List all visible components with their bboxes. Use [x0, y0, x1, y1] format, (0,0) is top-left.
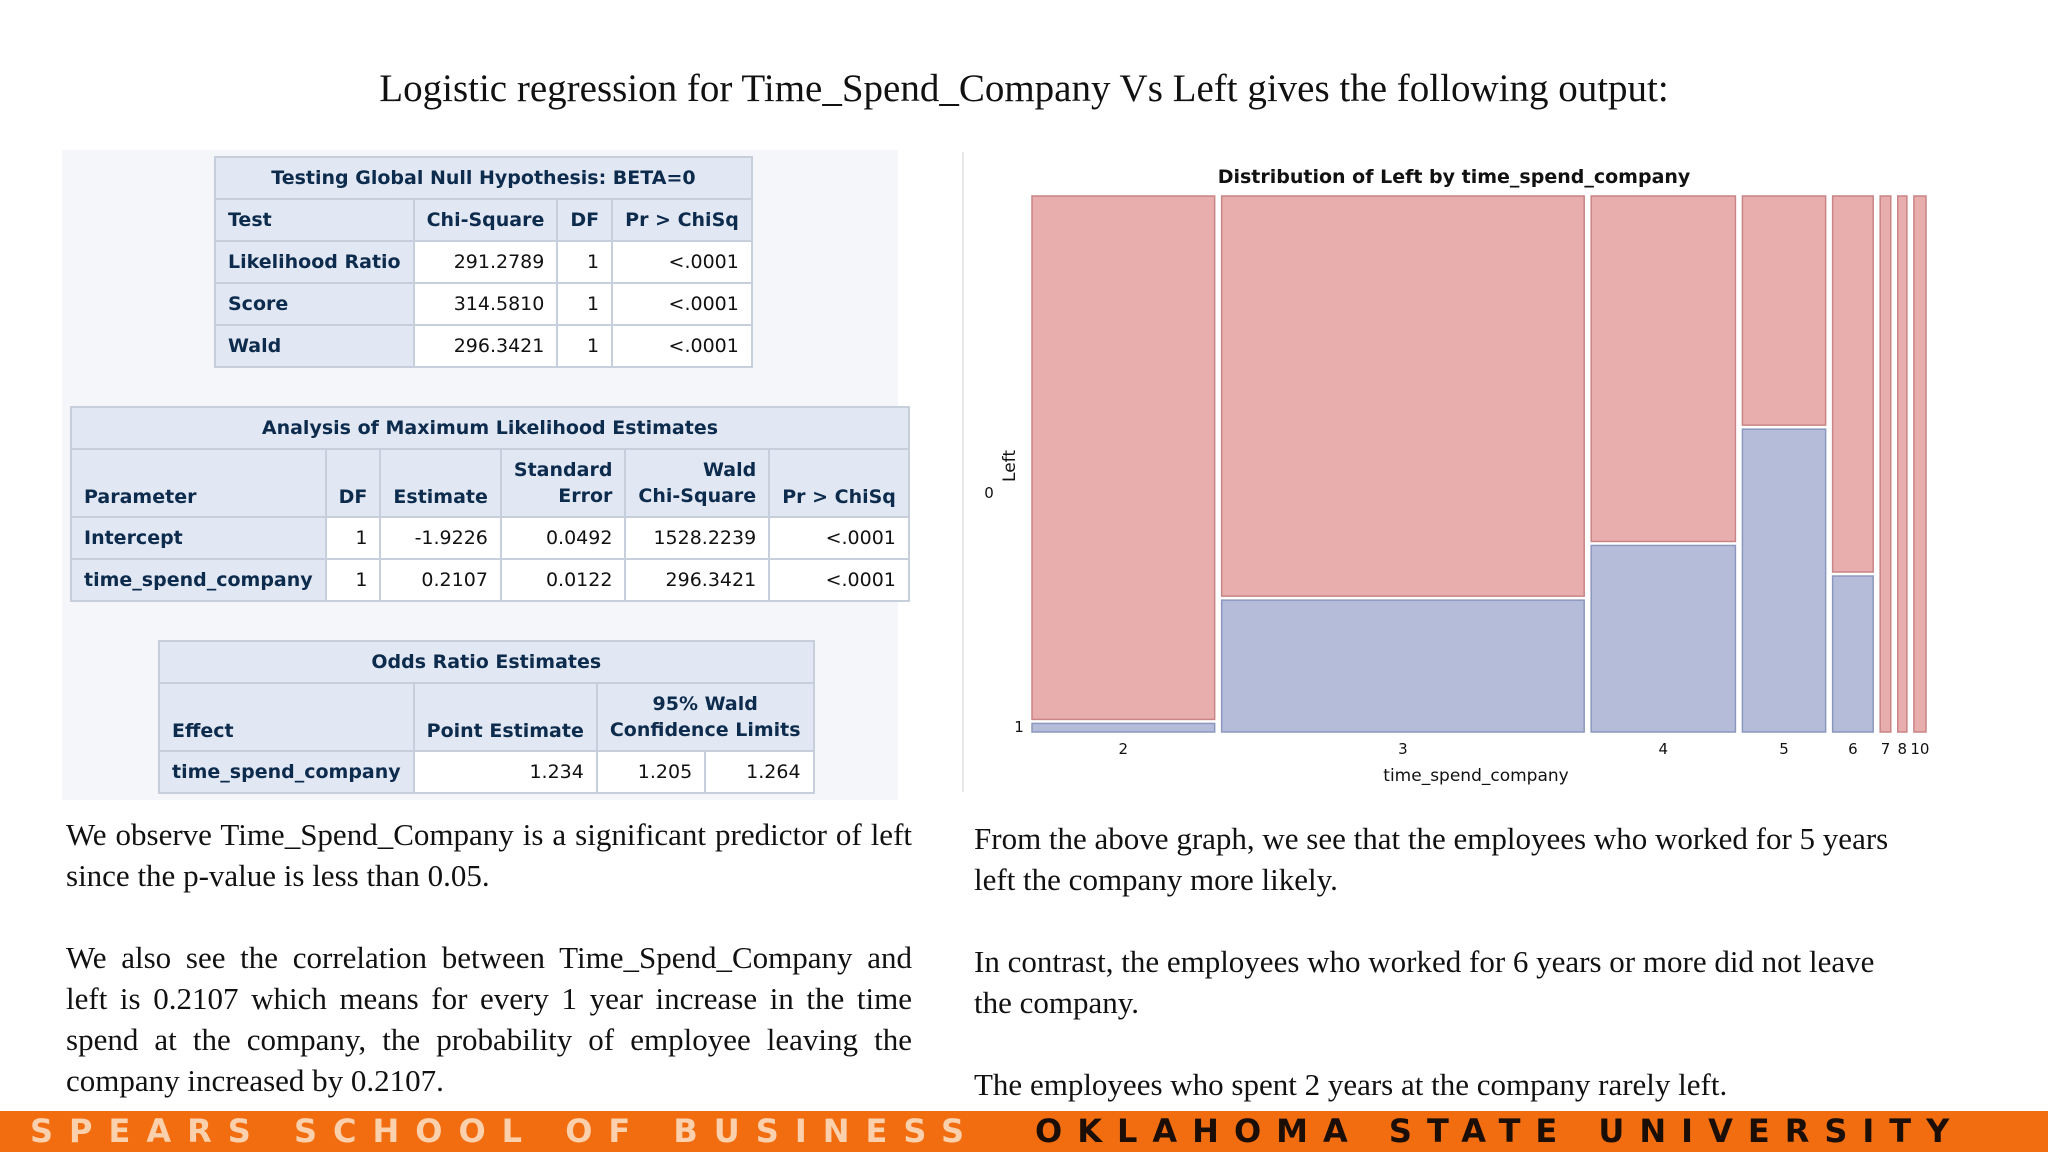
mosaic-tile-left-0	[1741, 195, 1827, 426]
table-cell: 1	[556, 240, 614, 284]
table-cell: 291.2789	[412, 240, 559, 284]
row-label: time_spend_company	[158, 750, 415, 794]
odds-ratio-table: Odds Ratio Estimates Effect Point Estima…	[158, 640, 815, 794]
table-cell: 1528.2239	[624, 516, 771, 560]
table-cell: <.0001	[611, 240, 753, 284]
footer-school: SPEARS SCHOOL OF BUSINESS	[30, 1112, 981, 1150]
mle-caption: Analysis of Maximum Likelihood Estimates	[70, 406, 910, 450]
col-header: Standard Error	[499, 448, 627, 518]
col-header: Test	[214, 198, 415, 242]
x-tick-label: 2	[1119, 740, 1129, 758]
table-row: time_spend_company 1.234 1.205 1.264	[158, 750, 815, 794]
slide-title: Logistic regression for Time_Spend_Compa…	[379, 67, 1669, 110]
mosaic-tile-left-0	[1879, 195, 1892, 733]
mosaic-tile-left-0	[1220, 195, 1585, 597]
row-label: Wald	[214, 324, 415, 368]
table-row: Wald 296.3421 1 <.0001	[214, 324, 753, 368]
mosaic-tile-left-0	[1897, 195, 1908, 733]
table-cell: <.0001	[768, 516, 910, 560]
table-row: Intercept 1 -1.9226 0.0492 1528.2239 <.0…	[70, 516, 910, 560]
col-header: Estimate	[379, 448, 502, 518]
y-tick-label: 0	[984, 484, 994, 502]
table-cell: 296.3421	[624, 558, 771, 602]
col-header: Effect	[158, 682, 415, 752]
table-row: Likelihood Ratio 291.2789 1 <.0001	[214, 240, 753, 284]
mle-table: Analysis of Maximum Likelihood Estimates…	[70, 406, 910, 602]
col-header-line: 95% Wald	[652, 693, 758, 715]
mosaic-tile-left-1	[1741, 428, 1827, 733]
table-cell: <.0001	[611, 282, 753, 326]
table-cell: 1.234	[412, 750, 598, 794]
col-header: Wald Chi-Square	[624, 448, 771, 518]
mosaic-tile-left-0	[1831, 195, 1874, 573]
mosaic-tile-left-0	[1913, 195, 1927, 733]
global-null-table: Testing Global Null Hypothesis: BETA=0 T…	[214, 156, 753, 368]
col-header-line: Confidence Limits	[609, 719, 801, 741]
col-header: Pr > ChiSq	[768, 448, 910, 518]
mosaic-tile-left-0	[1031, 195, 1216, 721]
right-paragraph-1: From the above graph, we see that the em…	[974, 821, 1889, 897]
col-header-line: Standard	[513, 459, 613, 481]
footer-university: OKLAHOMA STATE UNIVERSITY	[1035, 1112, 1965, 1150]
table-row: time_spend_company 1 0.2107 0.0122 296.3…	[70, 558, 910, 602]
global-null-caption: Testing Global Null Hypothesis: BETA=0	[214, 156, 753, 200]
x-tick-label: 5	[1779, 740, 1789, 758]
x-tick-label: 4	[1659, 740, 1669, 758]
x-tick-label: 8	[1898, 740, 1908, 758]
row-label: time_spend_company	[70, 558, 327, 602]
col-header: DF	[556, 198, 614, 242]
row-label: Likelihood Ratio	[214, 240, 415, 284]
col-header-line: Wald	[702, 459, 757, 481]
table-cell: -1.9226	[379, 516, 502, 560]
column-divider	[962, 152, 964, 792]
table-cell: 314.5810	[412, 282, 559, 326]
right-paragraph-3: The employees who spent 2 years at the c…	[974, 1067, 1728, 1102]
x-axis-label: time_spend_company	[1383, 766, 1568, 786]
col-header: Chi-Square	[412, 198, 559, 242]
mosaic-tile-left-1	[1831, 575, 1874, 733]
x-tick-label: 7	[1881, 740, 1891, 758]
table-cell: <.0001	[611, 324, 753, 368]
table-cell: 1.264	[704, 750, 815, 794]
footer-banner: SPEARS SCHOOL OF BUSINESS OKLAHOMA STATE…	[0, 1111, 2048, 1152]
table-cell: 1.205	[595, 750, 707, 794]
chart-title: Distribution of Left by time_spend_compa…	[1218, 166, 1691, 188]
mosaic-tile-left-1	[1590, 544, 1737, 733]
col-header-line: Chi-Square	[638, 485, 757, 507]
row-label: Intercept	[70, 516, 327, 560]
col-header: Point Estimate	[412, 682, 598, 752]
x-tick-label: 3	[1398, 740, 1408, 758]
row-label: Score	[214, 282, 415, 326]
x-tick-label: 6	[1848, 740, 1858, 758]
x-tick-label: 10	[1910, 740, 1929, 758]
y-axis-label: Left	[1000, 450, 1020, 482]
mosaic-tile-left-1	[1220, 599, 1585, 733]
mosaic-tile-left-0	[1590, 195, 1737, 543]
col-header: Pr > ChiSq	[611, 198, 753, 242]
mosaic-tile-left-1	[1031, 722, 1216, 733]
col-header: Parameter	[70, 448, 327, 518]
table-cell: <.0001	[768, 558, 910, 602]
table-cell: 1	[556, 282, 614, 326]
table-cell: 0.0492	[499, 516, 627, 560]
col-header: DF	[324, 448, 382, 518]
col-header: 95% Wald Confidence Limits	[595, 682, 815, 752]
table-cell: 1	[324, 558, 382, 602]
right-paragraph-2: In contrast, the employees who worked fo…	[974, 944, 1875, 1020]
mosaic-chart: Distribution of Left by time_spend_compa…	[984, 166, 1929, 786]
table-cell: 0.0122	[499, 558, 627, 602]
y-tick-label: 1	[1014, 718, 1024, 736]
table-cell: 0.2107	[379, 558, 502, 602]
table-cell: 1	[324, 516, 382, 560]
col-header-line: Error	[558, 485, 613, 507]
odds-caption: Odds Ratio Estimates	[158, 640, 815, 684]
table-cell: 296.3421	[412, 324, 559, 368]
table-cell: 1	[556, 324, 614, 368]
left-paragraph-1: We observe Time_Spend_Company is a signi…	[66, 817, 912, 893]
left-paragraph-2: We also see the correlation between Time…	[66, 940, 912, 1098]
table-row: Score 314.5810 1 <.0001	[214, 282, 753, 326]
